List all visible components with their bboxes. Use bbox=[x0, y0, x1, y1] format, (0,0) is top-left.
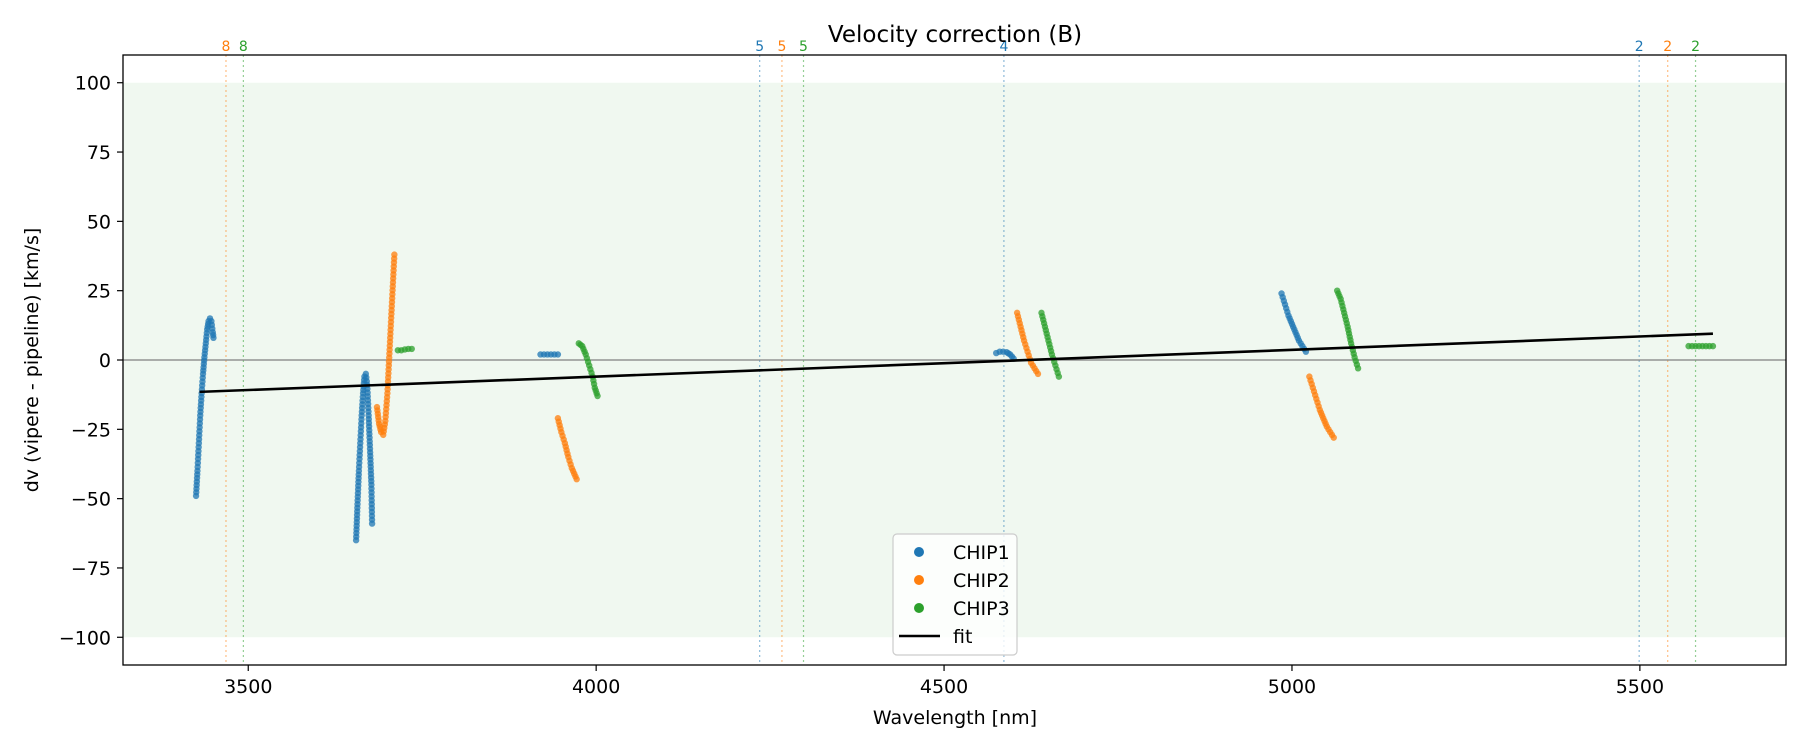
x-tick-label: 5500 bbox=[1616, 676, 1664, 698]
data-point-chip3 bbox=[1709, 342, 1717, 350]
y-tick-label: −75 bbox=[71, 558, 111, 580]
order-marker-labels: 5 4 2 8 5 2 8 5 2 bbox=[222, 39, 1700, 55]
legend: CHIP1 CHIP2 CHIP3 fit bbox=[892, 533, 1018, 656]
y-axis-ticks: 100 75 50 25 0 −25 −50 −75 −100 bbox=[59, 73, 123, 649]
legend-marker-chip1 bbox=[914, 547, 924, 557]
fit-line bbox=[199, 332, 1713, 394]
order-marker-label: 5 bbox=[755, 39, 764, 55]
y-tick-label: 50 bbox=[87, 211, 111, 233]
y-axis-label: dv (vipere - pipeline) [km/s] bbox=[21, 228, 43, 493]
legend-label-chip3: CHIP3 bbox=[953, 598, 1010, 620]
data-point-chip2 bbox=[1034, 370, 1042, 378]
legend-label-chip2: CHIP2 bbox=[953, 570, 1010, 592]
legend-marker-chip2 bbox=[914, 575, 924, 585]
order-marker-label: 2 bbox=[1691, 39, 1700, 55]
legend-label-chip1: CHIP1 bbox=[953, 542, 1010, 564]
y-tick-label: 100 bbox=[75, 73, 111, 95]
order-marker-label: 8 bbox=[222, 39, 231, 55]
legend-label-fit: fit bbox=[953, 626, 972, 648]
data-point-chip3 bbox=[1354, 365, 1362, 372]
y-tick-label: 25 bbox=[87, 281, 111, 303]
y-tick-label: −100 bbox=[59, 627, 111, 649]
data-point-chip1 bbox=[368, 520, 376, 527]
order-marker-label: 5 bbox=[799, 39, 808, 55]
data-point-chip3 bbox=[408, 345, 415, 353]
order-marker-label: 8 bbox=[239, 39, 248, 55]
legend-box bbox=[892, 533, 1018, 656]
y-tick-label: 0 bbox=[99, 350, 111, 372]
x-axis-ticks: 3500 4000 4500 5000 5500 bbox=[224, 665, 1664, 698]
plot-area bbox=[123, 55, 1786, 665]
data-point-chip3 bbox=[1055, 373, 1063, 380]
order-marker-label: 4 bbox=[999, 39, 1008, 55]
x-tick-label: 4500 bbox=[920, 676, 968, 698]
order-marker-label: 2 bbox=[1635, 39, 1644, 55]
x-tick-label: 3500 bbox=[224, 676, 272, 698]
data-point-chip2 bbox=[1330, 434, 1337, 441]
x-tick-label: 4000 bbox=[572, 676, 620, 698]
order-marker-label: 2 bbox=[1663, 39, 1672, 55]
y-tick-label: −25 bbox=[71, 419, 111, 441]
data-point-chip1 bbox=[554, 351, 562, 358]
legend-marker-chip3 bbox=[914, 603, 924, 613]
x-tick-label: 5000 bbox=[1268, 676, 1316, 698]
y-tick-label: 75 bbox=[87, 142, 111, 164]
chart-title: Velocity correction (B) bbox=[828, 22, 1082, 48]
data-point-chip3 bbox=[594, 392, 601, 400]
data-point-chip1 bbox=[210, 334, 217, 342]
data-point-chip2 bbox=[573, 476, 580, 483]
x-axis-label: Wavelength [nm] bbox=[873, 707, 1037, 729]
data-point-chip2 bbox=[391, 251, 398, 258]
y-tick-label: −50 bbox=[71, 489, 111, 511]
order-marker-label: 5 bbox=[777, 39, 786, 55]
